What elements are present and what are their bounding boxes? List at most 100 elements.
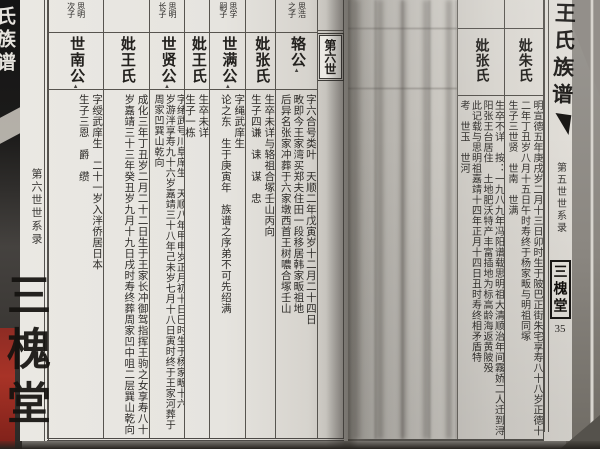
consort-name: 妣王氏 — [118, 36, 135, 84]
name-box: 妣朱氏 — [504, 29, 543, 96]
record-line: 考 世玉 世河 — [458, 100, 469, 174]
generation-label: 第六世 — [316, 33, 344, 81]
record-line: 论之东 生于庚寅年 族谱之序弟不可先绍满 — [219, 94, 231, 314]
record-line: 字绶武庠生 二十一岁入泮侨居日本 — [91, 94, 103, 270]
ancestor-cell: 思浩 之子 辂公 ▲ 字六合号类叶 天顺二年戊寅岁十二月二十四日 畋即今王家湾买… — [276, 0, 318, 438]
generation-label-cell: 第六世 — [316, 0, 344, 438]
record-text: 字绪武号川阜庠生 天顺八年甲申岁正月初十日巳时生于杨家畈十六 岁游泮享寿九十六岁… — [150, 90, 185, 438]
name-box: 世满公 ▲ — [210, 33, 246, 90]
cover-red-cloth — [0, 328, 15, 449]
annotation-mark: ▲ — [72, 84, 79, 90]
ancestor-name: 世南公 — [68, 36, 85, 84]
consort-cell: 妣张氏 生卒未详与辂祖合塚壬山丙向 生子四谦 诔 谋 忠 — [246, 0, 277, 438]
record-line: 生子一栋 — [185, 94, 196, 138]
record-text: 字六合号类叶 天顺二年戊寅岁十二月二十四日 畋即今王家湾买郑夫住田一段移居韩家畈… — [276, 90, 317, 438]
name-box: 世南公 ▲ — [48, 33, 104, 90]
annotation-mark: ▲ — [164, 84, 170, 90]
consort-name: 妣张氏 — [473, 38, 489, 83]
relation-header: 思明 次子 — [48, 0, 104, 33]
header-father-name: 思学 — [228, 2, 238, 18]
page-stack-edge-right — [590, 0, 594, 430]
record-line: 字六合号类叶 天顺二年戊寅岁十二月二十四日 — [304, 94, 316, 325]
consort-name: 妣张氏 — [253, 36, 270, 84]
triangle-ornament-icon — [552, 112, 572, 136]
record-line: 生子三世贤 世南 世满 — [506, 100, 517, 216]
annotation-mark: ▲ — [224, 84, 231, 90]
page-number: 35 — [554, 323, 566, 335]
ancestor-cell: 思明 长子 世贤公 ▲ 字绪武号川阜庠生 天顺八年甲申岁正月初十日巳时生于杨家畈… — [149, 0, 186, 438]
book-bottom-shadow — [0, 441, 600, 449]
cover-hall-name: 三槐堂 — [0, 272, 49, 434]
relation-header — [104, 0, 149, 33]
record-text: 成化三年丁丑岁二月二十二日生于王家长冲御驾指挥王驹之女享寿八十 岁嘉靖三十三年癸… — [104, 90, 148, 438]
record-line: 此记载与思明祖嘉靖十四年正月十四日丑时寿终相矛盾特 — [469, 100, 481, 363]
name-box: 妣王氏 — [185, 33, 210, 90]
record-line: 明宣德五年庚戌岁二月十三日卯时生于陂巴正街朱宅享寿八十八岁正德十 — [531, 100, 542, 436]
consort-name: 妣王氏 — [189, 36, 206, 84]
record-line: 生子三恩 爵 缵 — [77, 94, 89, 182]
header-relation: 嗣子 — [218, 2, 228, 18]
relation-header: 思浩 之子 — [276, 0, 317, 33]
blurred-name-row-rule — [348, 88, 457, 89]
record-text: 生卒不详 按：一九八九年冯阳谱载思明祖大清顺治年间霧娇二人迁到浔 阳张王台居住 … — [458, 96, 504, 439]
record-text: 生卒未详 生子一栋 — [185, 90, 209, 438]
name-box: 辂公 ▲ — [276, 33, 317, 90]
header-father-name: 思浩 — [297, 2, 307, 18]
consort-cell: 妣朱氏 明宣德五年庚戌岁二月十三日卯时生于陂巴正街朱宅享寿八十八岁正德十 二年丁… — [504, 0, 544, 439]
record-line: 二年丁丑岁八月十五日午时寿终于杨家畈与明祖同塚 — [518, 100, 530, 342]
record-line: 岁游泮享寿九十六岁嘉靖三十八年己未岁七月十八日寅时终于王家河葬于 — [163, 94, 175, 430]
record-line: 字绪武号川阜庠生 天顺八年甲申岁正月初十日巳时生于杨家畈十六 — [174, 94, 185, 409]
ancestor-name: 辂公 — [289, 36, 306, 68]
hall-name-box: 三槐堂 — [549, 260, 571, 319]
header-relation: 次子 — [66, 2, 76, 18]
consort-cell: 妣王氏 生卒未详 生子一栋 — [185, 0, 211, 438]
record-line: 生子四谦 诔 谋 忠 — [249, 94, 261, 204]
header-relation: 之子 — [287, 2, 297, 18]
name-box: 妣王氏 — [104, 33, 149, 90]
relation-header: 思学 嗣子 — [210, 0, 246, 33]
ancestor-name: 世满公 — [220, 36, 237, 84]
record-text: 生卒未详与辂祖合塚壬山丙向 生子四谦 诔 谋 忠 — [246, 90, 275, 438]
blurred-text-columns — [348, 0, 458, 439]
generation-label-spacer — [317, 0, 343, 31]
record-line: 字绳武庠生 — [233, 94, 245, 149]
relation-header — [457, 0, 504, 29]
header-father-name: 思明 — [76, 2, 86, 18]
record-line: 周家凹巽山乾向 — [152, 94, 164, 168]
record-text: 字绶武庠生 二十一岁入泮侨居日本 生子三恩 爵 缵 — [48, 90, 103, 438]
right-frame-border — [544, 0, 549, 432]
left-page-margin: 第六世世系录 — [22, 0, 44, 441]
blurred-header-rule — [348, 28, 457, 29]
right-section-title: 第五世世系录 — [554, 162, 566, 234]
record-line: 生卒未详 — [197, 94, 209, 138]
ancestor-name: 世贤公 — [159, 36, 176, 84]
name-box: 世贤公 ▲ — [149, 33, 185, 90]
right-page-margin: 王氏族谱 第五世世系录 三槐堂 35 — [548, 0, 577, 441]
name-box: 妣张氏 — [246, 33, 276, 90]
record-line: 畋即今王家湾买郑夫住田一段移居韩家畈祖地 — [292, 94, 304, 314]
left-page: 第六世世系录 思明 次子 世南公 ▲ 字绶武庠生 二十一岁入泮侨居日本 生子三恩… — [20, 0, 348, 441]
book-cover-spine: 氏族谱 — [0, 0, 28, 449]
blurred-text-streaks — [348, 0, 457, 439]
record-line: 后异名张家冲葬于六家墩西首王树噥合塚壬山 — [279, 94, 291, 314]
name-box: 妣张氏 — [457, 29, 504, 96]
relation-header — [504, 0, 543, 29]
record-text: 字绳武庠生 论之东 生于庚寅年 族谱之序弟不可先绍满 — [210, 90, 245, 438]
consort-cell: 妣张氏 生卒不详 按：一九八九年冯阳谱载思明祖大清顺治年间霧娇二人迁到浔 阳张王… — [457, 0, 505, 439]
record-line: 阳张王台居住 土地肥沃特产丰富插地为标高龄海返黄陂殁 — [481, 100, 492, 373]
relation-header — [246, 0, 276, 33]
consort-name: 妣朱氏 — [516, 38, 532, 83]
record-line: 生卒未详与辂祖合塚壬山丙向 — [263, 94, 275, 237]
book-title: 王氏族谱 — [549, 1, 577, 111]
record-line: 成化三年丁丑岁二月二十二日生于王家长冲御驾指挥王驹之女享寿八十 — [136, 94, 148, 435]
header-relation: 长子 — [158, 2, 168, 18]
cover-title-text: 氏族谱 — [0, 6, 15, 75]
record-text: 明宣德五年庚戌岁二月十三日卯时生于陂巴正街朱宅享寿八十八岁正德十 二年丁丑岁八月… — [505, 96, 544, 439]
right-page: 妣张氏 生卒不详 按：一九八九年冯阳谱载思明祖大清顺治年间霧娇二人迁到浔 阳张王… — [348, 0, 577, 441]
left-frame-border — [44, 0, 49, 441]
record-line: 生卒不详 按：一九八九年冯阳谱载思明祖大清顺治年间霧娇二人迁到浔 — [492, 100, 504, 436]
relation-header — [185, 0, 210, 33]
header-father-name: 思明 — [168, 2, 178, 18]
consort-cell: 妣王氏 成化三年丁丑岁二月二十二日生于王家长冲御驾指挥王驹之女享寿八十 岁嘉靖三… — [104, 0, 150, 438]
